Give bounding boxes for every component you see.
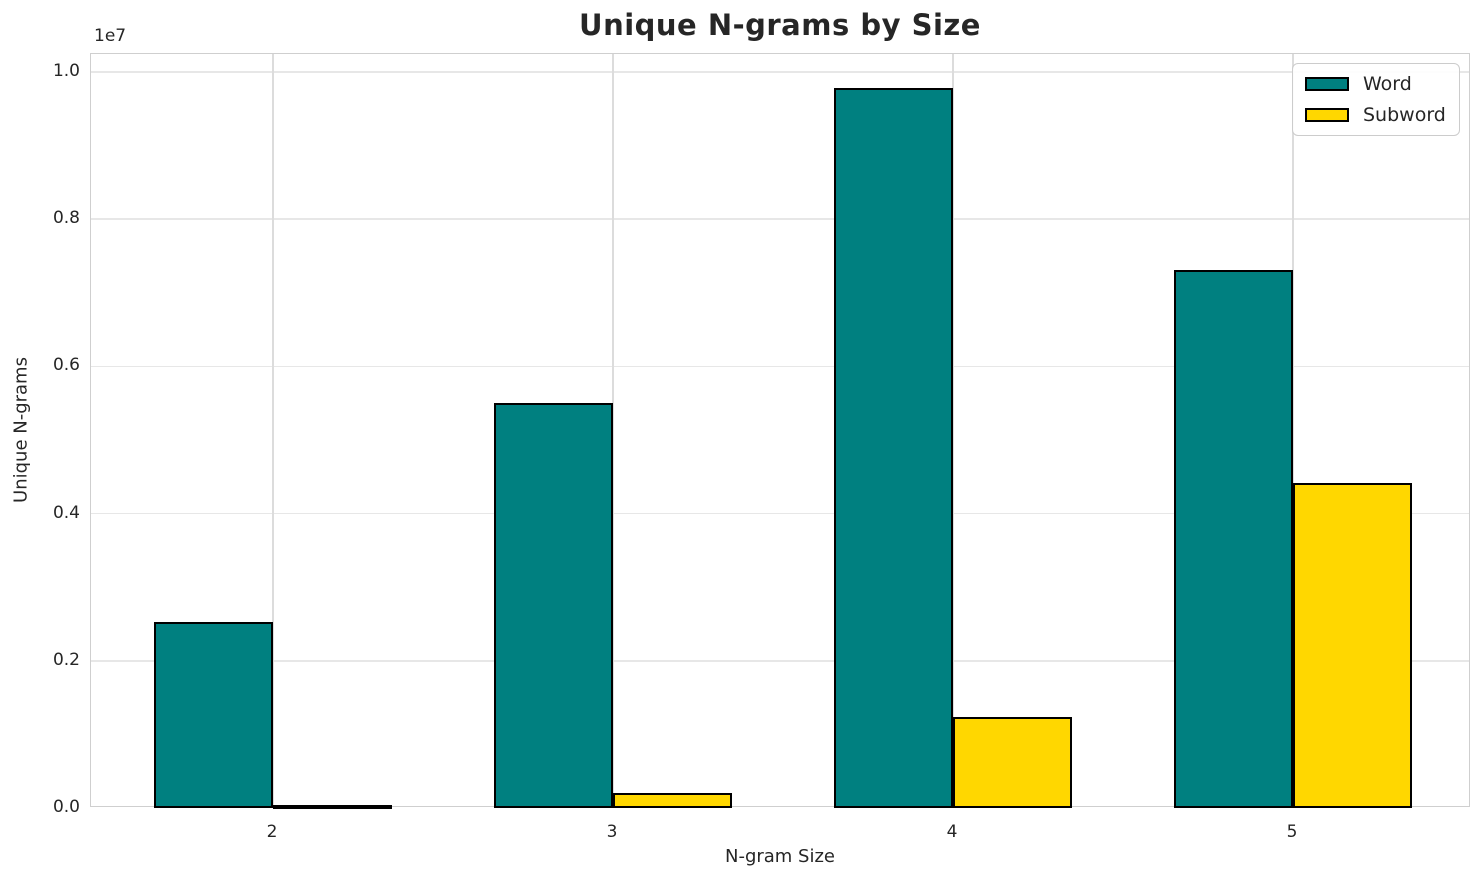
legend: Word Subword <box>1292 63 1460 136</box>
legend-swatch-word <box>1305 77 1349 91</box>
y-axis-offset-label: 1e7 <box>94 26 127 46</box>
x-tick-label: 3 <box>606 822 618 842</box>
legend-item-word: Word <box>1305 73 1447 95</box>
x-tick-label: 4 <box>946 822 958 842</box>
x-tick-label: 2 <box>266 822 278 842</box>
bar-subword-5 <box>1293 483 1412 808</box>
bar-word-5 <box>1174 270 1293 808</box>
bar-word-4 <box>834 88 953 808</box>
legend-label: Word <box>1363 73 1412 95</box>
y-tick-label: 0.6 <box>52 355 80 376</box>
horizontal-gridline <box>91 660 1469 662</box>
bar-word-2 <box>154 622 273 808</box>
x-axis-label: N-gram Size <box>724 846 836 867</box>
y-tick-label: 0.4 <box>52 502 80 523</box>
x-tick-label: 5 <box>1286 822 1298 842</box>
y-tick-label: 0.0 <box>52 797 80 817</box>
vertical-gridline <box>272 54 274 806</box>
y-tick-label: 0.8 <box>52 208 80 229</box>
legend-item-subword: Subword <box>1305 104 1447 126</box>
chart-title: Unique N-grams by Size <box>579 8 981 42</box>
vertical-gridline <box>952 54 954 806</box>
legend-label: Subword <box>1363 104 1446 126</box>
bar-subword-3 <box>613 793 732 808</box>
bar-subword-2 <box>273 805 392 809</box>
plot-area <box>90 53 1470 809</box>
y-tick-label: 1.0 <box>52 61 80 81</box>
y-axis-label: Unique N-grams <box>10 357 32 503</box>
vertical-gridline <box>612 54 614 806</box>
horizontal-gridline <box>91 71 1469 73</box>
bar-word-3 <box>494 403 613 808</box>
legend-swatch-subword <box>1305 108 1349 122</box>
vertical-gridline <box>1292 54 1294 806</box>
bar-subword-4 <box>953 717 1072 808</box>
horizontal-gridline <box>91 365 1469 368</box>
horizontal-gridline <box>91 512 1469 515</box>
y-tick-label: 0.2 <box>52 649 80 670</box>
horizontal-gridline <box>91 218 1469 220</box>
